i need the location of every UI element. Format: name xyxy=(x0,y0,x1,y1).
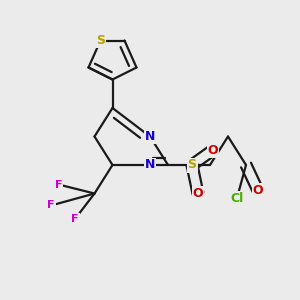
Text: F: F xyxy=(55,179,62,190)
Text: O: O xyxy=(208,143,218,157)
Text: F: F xyxy=(47,200,55,211)
Text: S: S xyxy=(96,34,105,47)
Text: Cl: Cl xyxy=(230,191,244,205)
Text: O: O xyxy=(253,184,263,197)
Text: O: O xyxy=(193,187,203,200)
Text: N: N xyxy=(145,130,155,143)
Text: S: S xyxy=(188,158,196,172)
Text: N: N xyxy=(145,158,155,172)
Text: F: F xyxy=(71,214,79,224)
